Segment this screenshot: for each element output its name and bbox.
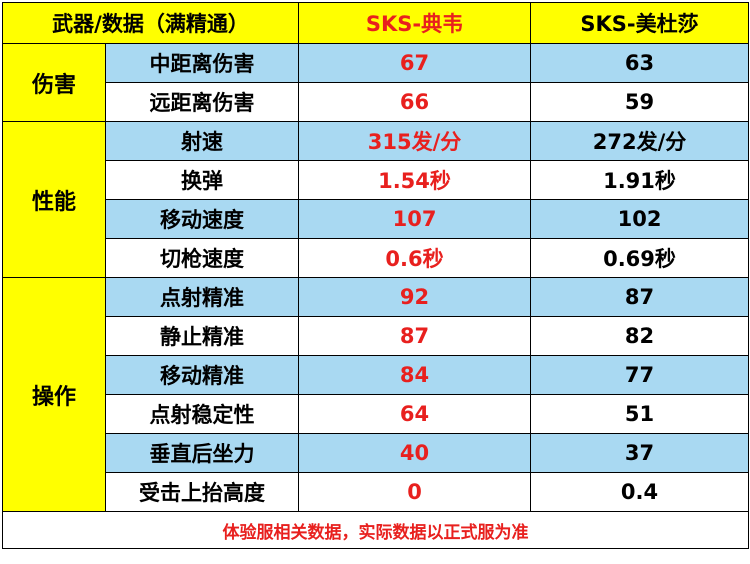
data-row: 性能 射速 315发/分 272发/分 bbox=[2, 121, 750, 278]
value-cell: 67 bbox=[298, 43, 532, 83]
row-label: 切枪速度 bbox=[104, 238, 300, 278]
value-cell: 84 bbox=[298, 355, 532, 395]
row-label: 移动速度 bbox=[104, 199, 300, 239]
header-cell: SKS-典韦 bbox=[298, 2, 532, 44]
footer-note: 体验服相关数据，实际数据以正式服为准 bbox=[1, 511, 750, 549]
value-cell: 63 bbox=[530, 43, 750, 83]
value-cell: 0.6秒 bbox=[298, 238, 532, 278]
row-label: 静止精准 bbox=[104, 316, 300, 356]
table-body: 武器/数据（满精通） SKS-典韦 SKS-美杜莎 伤害 中距离伤害 67 63 远距离伤害 6… bbox=[1, 2, 750, 549]
value-cell: 87 bbox=[298, 316, 532, 356]
data-row: 静止精准 87 82 bbox=[3, 316, 750, 356]
value-cell: 64 bbox=[298, 394, 532, 434]
data-row: 受击上抬高度 0 0.4 bbox=[3, 472, 750, 512]
header-cell: SKS-美杜莎 bbox=[530, 2, 750, 44]
row-label: 换弹 bbox=[104, 160, 300, 200]
value-cell: 82 bbox=[530, 316, 750, 356]
data-row: 移动精准 84 77 bbox=[3, 355, 750, 395]
comparison-table: 武器/数据（满精通） SKS-典韦 SKS-美杜莎 伤害 中距离伤害 67 63 远距离伤害 6… bbox=[1, 2, 750, 549]
row-label: 远距离伤害 bbox=[104, 82, 300, 122]
data-row: 切枪速度 0.6秒 0.69秒 bbox=[3, 238, 750, 278]
data-row: 点射稳定性 64 51 bbox=[3, 394, 750, 434]
footer-row: 体验服相关数据，实际数据以正式服为准 bbox=[1, 511, 750, 549]
value-cell: 37 bbox=[530, 433, 750, 473]
data-row: 换弹 1.54秒 1.91秒 bbox=[3, 160, 750, 200]
row-label: 垂直后坐力 bbox=[104, 433, 300, 473]
value-cell: 0.69秒 bbox=[530, 238, 750, 278]
group-cell: 操作 bbox=[2, 277, 106, 512]
value-cell: 59 bbox=[530, 82, 750, 122]
value-cell: 315发/分 bbox=[298, 121, 532, 161]
value-cell: 102 bbox=[530, 199, 750, 239]
data-row: 远距离伤害 66 59 bbox=[3, 82, 750, 122]
data-row: 移动速度 107 102 bbox=[3, 199, 750, 239]
row-label: 点射稳定性 bbox=[104, 394, 300, 434]
header-row: 武器/数据（满精通） SKS-典韦 SKS-美杜莎 bbox=[1, 2, 750, 44]
value-cell: 87 bbox=[530, 277, 750, 317]
value-cell: 77 bbox=[530, 355, 750, 395]
value-cell: 0 bbox=[298, 472, 532, 512]
group-cell: 性能 bbox=[2, 121, 106, 278]
row-label: 射速 bbox=[104, 121, 300, 161]
data-row: 垂直后坐力 40 37 bbox=[3, 433, 750, 473]
header-cell: 武器/数据（满精通） bbox=[1, 2, 300, 44]
value-cell: 1.91秒 bbox=[530, 160, 750, 200]
row-label: 中距离伤害 bbox=[104, 43, 300, 83]
value-cell: 107 bbox=[298, 199, 532, 239]
value-cell: 1.54秒 bbox=[298, 160, 532, 200]
data-row: 伤害 中距离伤害 67 63 bbox=[2, 43, 750, 122]
value-cell: 0.4 bbox=[530, 472, 750, 512]
row-label: 移动精准 bbox=[104, 355, 300, 395]
value-cell: 51 bbox=[530, 394, 750, 434]
value-cell: 66 bbox=[298, 82, 532, 122]
row-label: 点射精准 bbox=[104, 277, 300, 317]
value-cell: 272发/分 bbox=[530, 121, 750, 161]
value-cell: 40 bbox=[298, 433, 532, 473]
row-label: 受击上抬高度 bbox=[104, 472, 300, 512]
group-cell: 伤害 bbox=[2, 43, 106, 122]
value-cell: 92 bbox=[298, 277, 532, 317]
data-row: 操作 点射精准 92 87 bbox=[2, 277, 750, 512]
